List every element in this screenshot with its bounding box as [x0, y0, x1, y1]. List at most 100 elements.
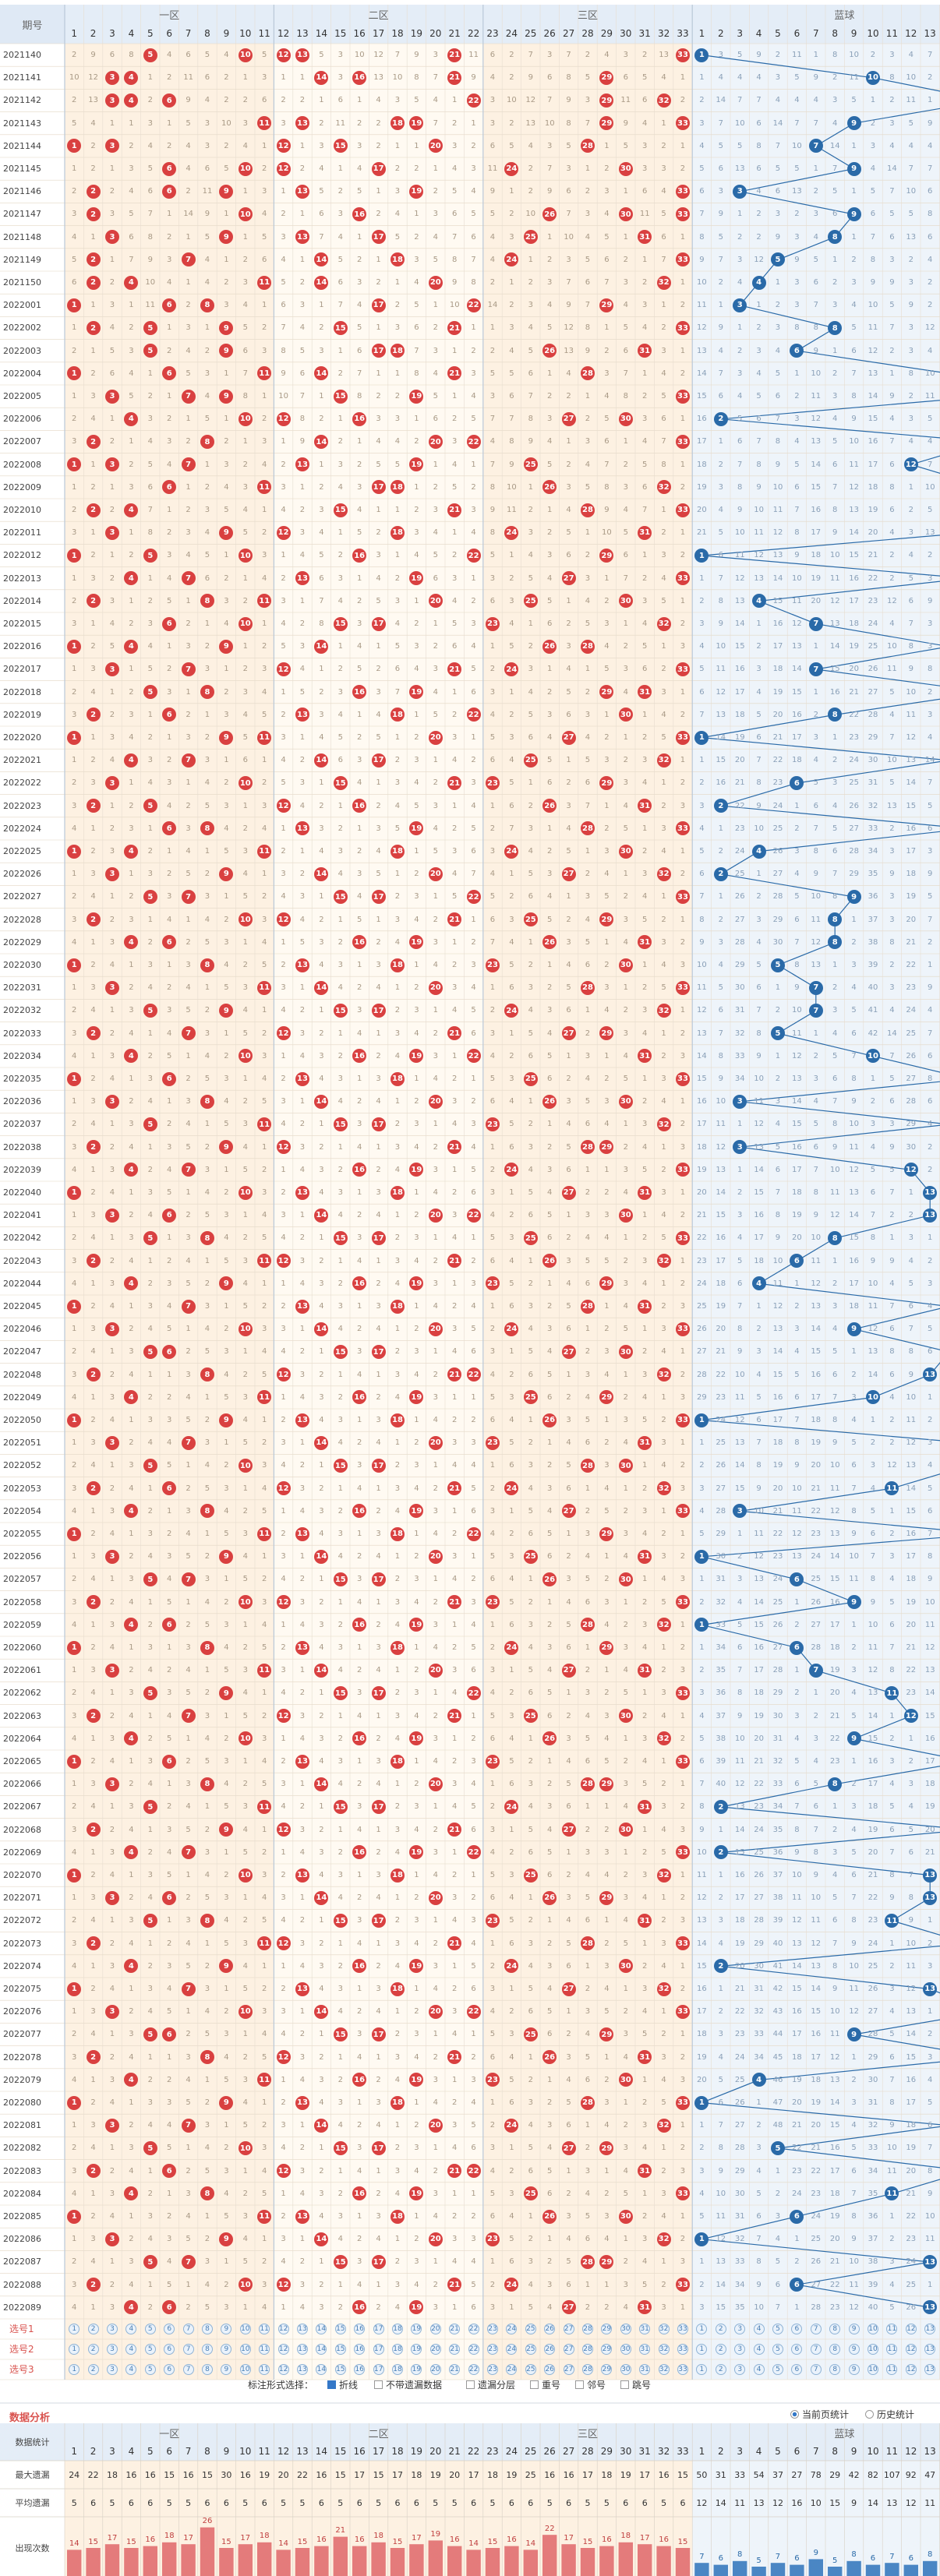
- miss-cell: 2: [597, 1932, 616, 1955]
- miss-cell: 2: [369, 931, 387, 954]
- miss-cell: 4: [141, 976, 160, 999]
- miss-cell: 18: [787, 2046, 806, 2069]
- red-ball: 21: [447, 1254, 462, 1269]
- miss-cell: 2: [673, 476, 692, 499]
- miss-cell: 1: [712, 1978, 730, 2000]
- miss-cell: 9: [712, 316, 730, 339]
- miss-cell: 1: [692, 1568, 711, 1590]
- miss-cell: 6: [902, 1841, 921, 1864]
- miss-cell: 2: [407, 726, 426, 749]
- miss-cell: 4: [502, 340, 521, 362]
- miss-cell: 1: [673, 226, 692, 249]
- miss-cell: 1: [369, 771, 387, 794]
- red-ball: 9: [219, 1413, 234, 1427]
- miss-cell: 5: [540, 453, 559, 476]
- miss-cell: 13: [730, 590, 749, 612]
- miss-cell: 17: [692, 2000, 711, 2023]
- miss-cell: 1: [198, 316, 217, 339]
- miss-cell: 4: [388, 1614, 407, 1636]
- miss-cell: 5: [160, 590, 178, 612]
- miss-cell: 11: [864, 316, 882, 339]
- miss-cell: 9: [521, 430, 540, 453]
- red-ball: 7: [181, 1572, 196, 1586]
- miss-cell: 2: [617, 635, 635, 658]
- miss-cell: 2: [312, 681, 330, 704]
- miss-cell: 1: [83, 726, 102, 749]
- miss-cell: 3: [83, 1886, 102, 1909]
- miss-cell: 3: [350, 1226, 369, 1249]
- red-ball: 11: [257, 980, 272, 995]
- miss-cell: 3: [559, 1409, 578, 1431]
- miss-cell: 2: [902, 499, 921, 521]
- red-ball: 1: [67, 298, 82, 312]
- miss-cell: 3: [198, 1159, 217, 1181]
- miss-cell: 3: [617, 2137, 635, 2159]
- miss-cell: 12: [807, 1932, 825, 1955]
- miss-cell: 2: [635, 1226, 654, 1249]
- miss-cell: 1: [122, 658, 140, 680]
- miss-cell: 3: [407, 749, 426, 771]
- red-ball: 18: [390, 480, 405, 495]
- miss-cell: 4: [521, 2114, 540, 2137]
- red-ball: 18: [390, 525, 405, 540]
- miss-cell: 4: [749, 180, 768, 203]
- miss-cell: 4: [502, 612, 521, 635]
- miss-cell: 1: [122, 954, 140, 976]
- miss-cell: 5: [540, 1364, 559, 1386]
- miss-cell: 6: [882, 1364, 901, 1386]
- miss-cell: 7: [844, 362, 863, 385]
- miss-cell: 11: [844, 1136, 863, 1159]
- miss-cell: 7: [902, 612, 921, 635]
- miss-cell: 2: [312, 408, 330, 430]
- miss-cell: 2: [559, 1864, 578, 1886]
- miss-cell: 2: [426, 771, 445, 794]
- miss-cell: 1: [103, 2023, 122, 2045]
- miss-cell: 1: [673, 840, 692, 863]
- miss-cell: 6: [559, 1636, 578, 1659]
- miss-cell: 2: [350, 1773, 369, 1795]
- miss-cell: 3: [654, 1795, 673, 1818]
- miss-cell: 4: [578, 1545, 597, 1568]
- miss-cell: 7: [864, 1545, 882, 1568]
- red-ball: 33: [676, 184, 690, 199]
- miss-cell: 1: [293, 203, 312, 225]
- miss-cell: 1: [312, 1681, 330, 1704]
- col-header-42: 9: [844, 23, 863, 44]
- period-cell: 2022016: [3, 635, 41, 658]
- miss-cell: 5: [502, 1431, 521, 1454]
- period-cell: 2021149: [3, 249, 41, 271]
- red-ball: 21: [447, 1367, 462, 1382]
- red-ball: 16: [352, 685, 367, 700]
- miss-cell: 2: [673, 863, 692, 885]
- miss-cell: 9: [83, 44, 102, 66]
- miss-cell: 2: [597, 817, 616, 840]
- miss-cell: 2: [787, 1681, 806, 1704]
- miss-cell: 5: [198, 1204, 217, 1226]
- miss-cell: 1: [350, 704, 369, 726]
- miss-cell: 3: [654, 544, 673, 566]
- miss-cell: 1: [141, 1932, 160, 1955]
- miss-cell: 8: [902, 635, 921, 658]
- miss-cell: 4: [122, 1477, 140, 1500]
- miss-cell: 4: [617, 1795, 635, 1818]
- miss-cell: 1: [274, 180, 292, 203]
- col-header-45: 12: [902, 23, 921, 44]
- miss-cell: 4: [388, 612, 407, 635]
- miss-cell: 2: [559, 385, 578, 408]
- miss-cell: 5: [844, 999, 863, 1022]
- miss-cell: 5: [712, 976, 730, 999]
- miss-cell: 4: [597, 1978, 616, 2000]
- miss-cell: 1: [617, 430, 635, 453]
- miss-cell: 2: [426, 1591, 445, 1614]
- miss-cell: 4: [635, 112, 654, 135]
- red-ball: 33: [676, 730, 690, 745]
- red-ball: 12: [276, 2050, 291, 2065]
- period-cell: 2022037: [3, 1113, 41, 1135]
- miss-cell: 12: [712, 1136, 730, 1159]
- miss-cell: 2: [350, 1545, 369, 1568]
- miss-cell: 1: [730, 316, 749, 339]
- miss-cell: 3: [502, 726, 521, 749]
- blue-ball: 6: [790, 1572, 804, 1586]
- miss-cell: 7: [141, 499, 160, 521]
- miss-cell: 4: [83, 1113, 102, 1135]
